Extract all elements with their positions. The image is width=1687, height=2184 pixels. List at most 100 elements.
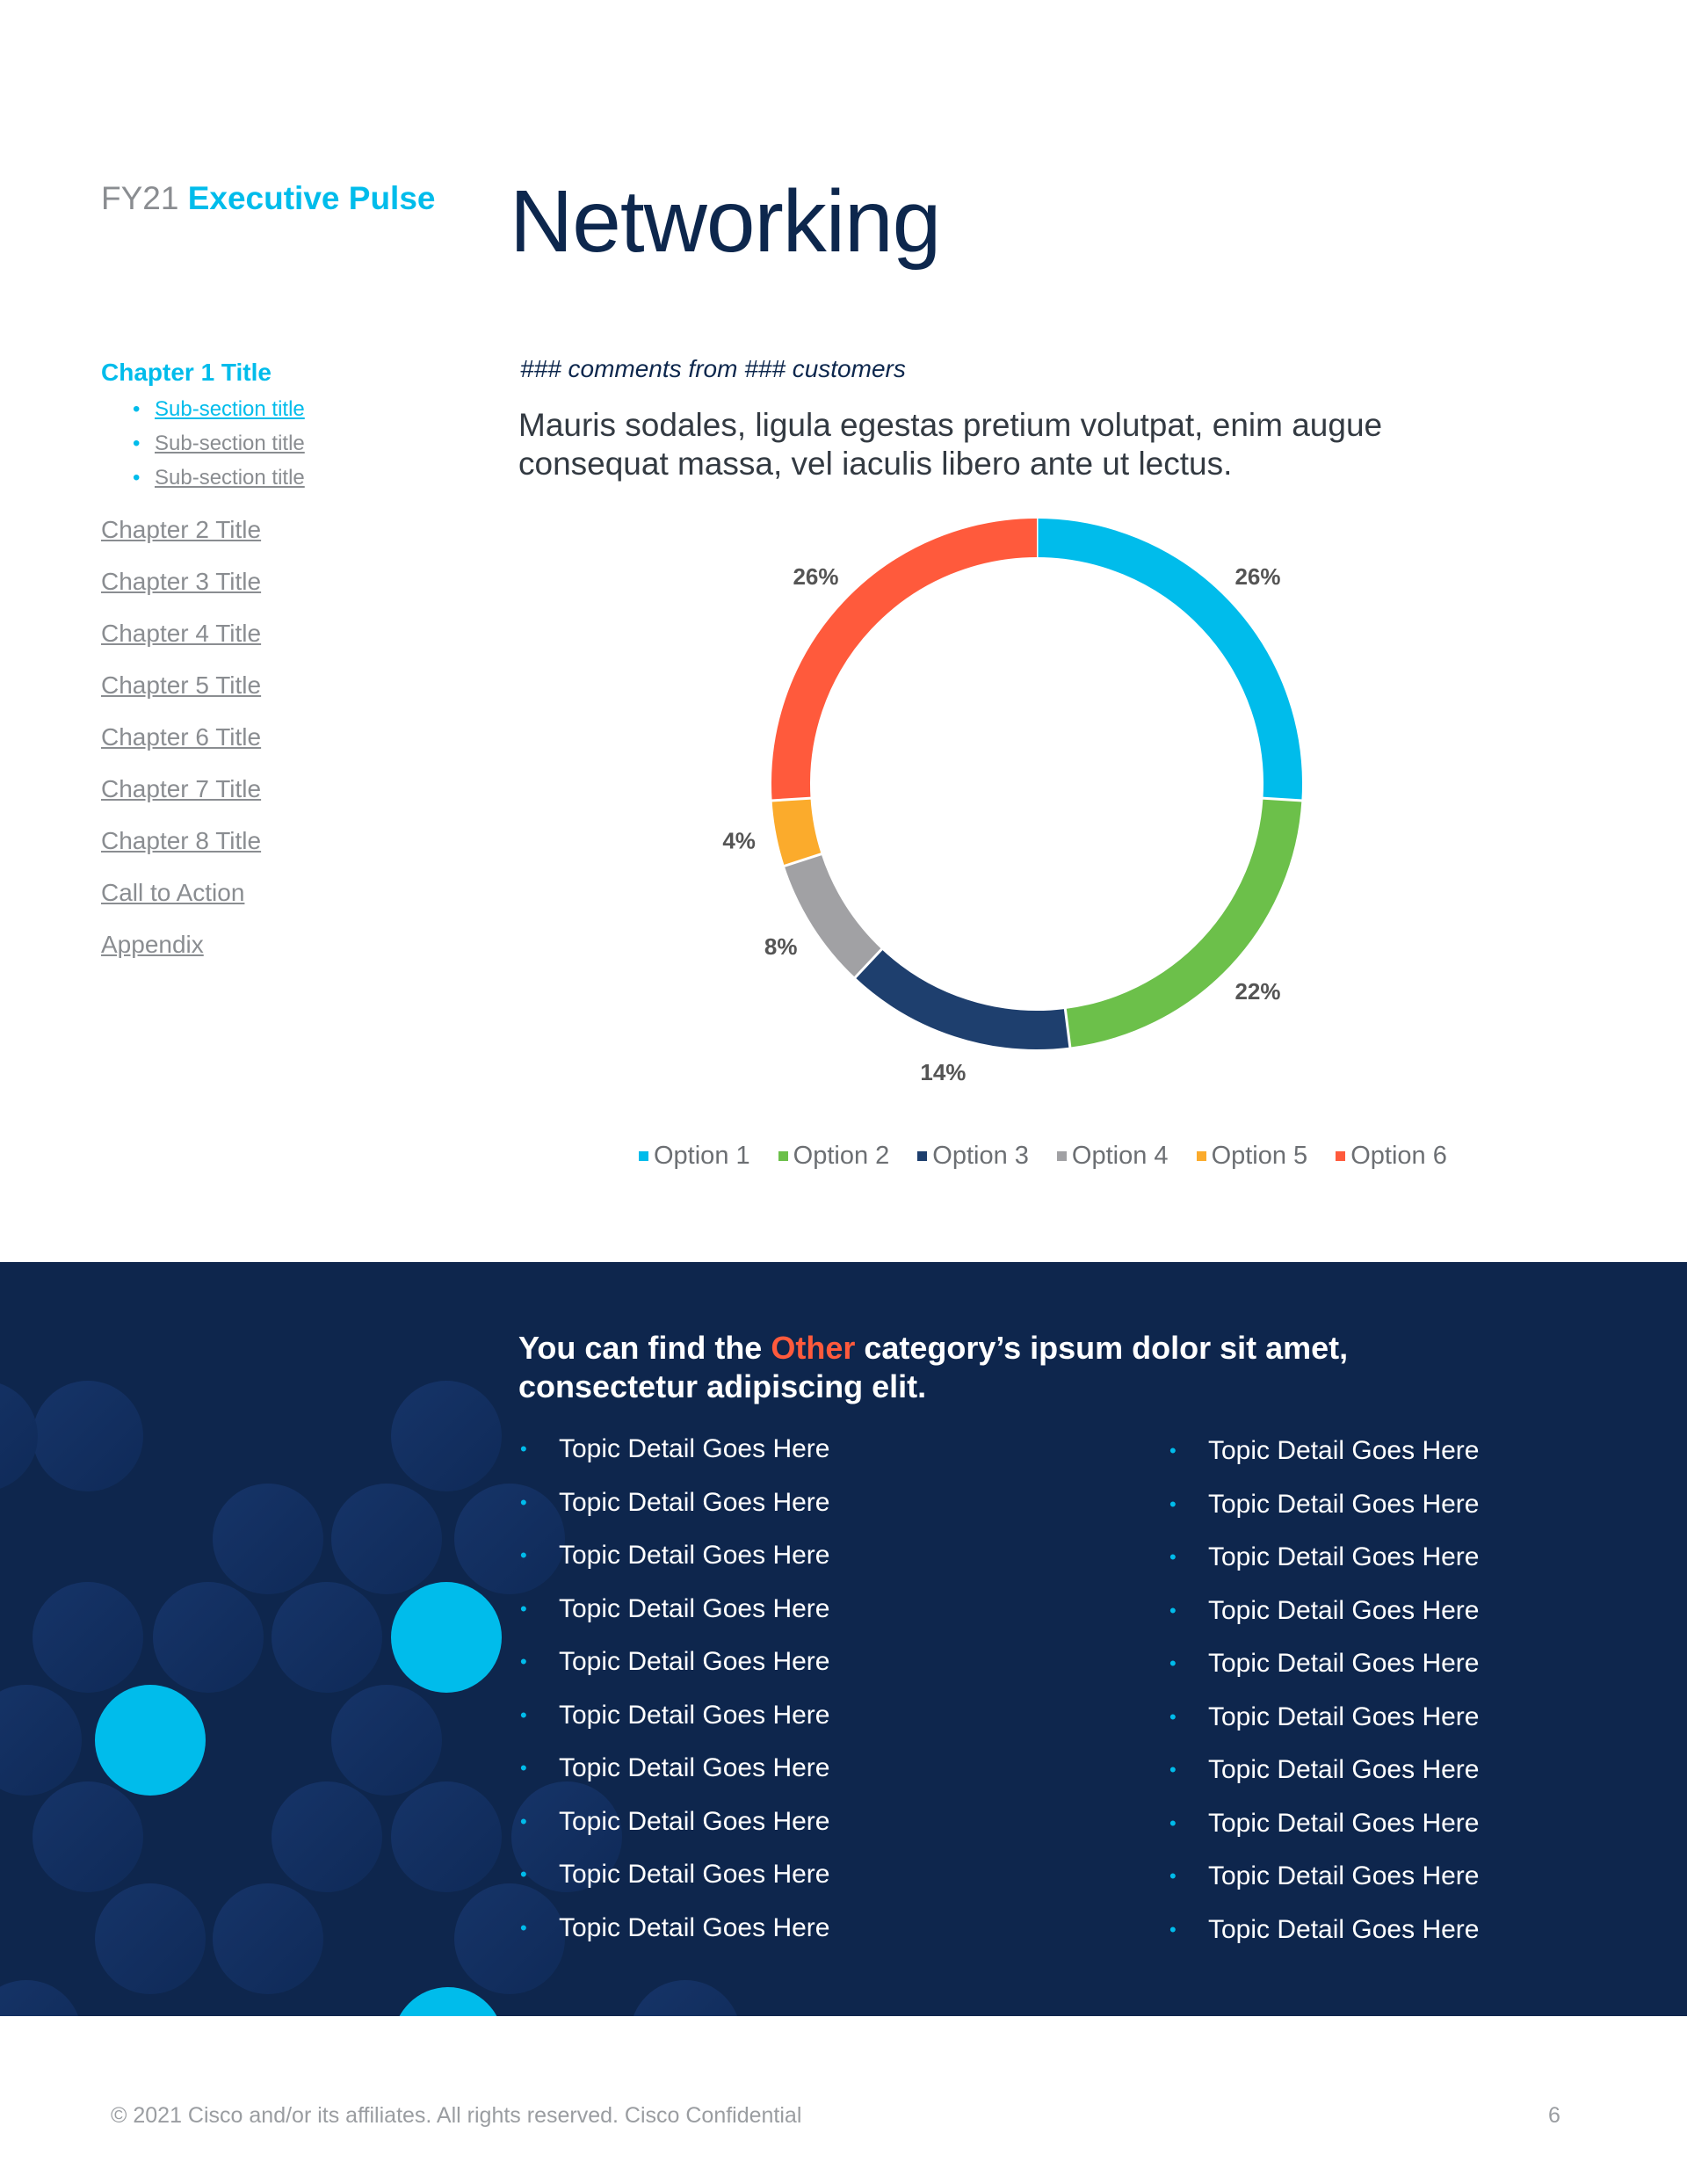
chart-legend: Option 1 Option 2 Option 3 Option 4 Option 5… <box>639 1142 1475 1171</box>
legend-swatch <box>639 1151 648 1161</box>
slice-label: 22% <box>1234 978 1280 1005</box>
legend-swatch <box>1056 1151 1067 1161</box>
topic-text: Topic Detail Goes Here <box>559 1487 830 1517</box>
topic-item: • Topic Detail Goes Here <box>1169 1637 1479 1691</box>
topic-item: • Topic Detail Goes Here <box>520 1689 829 1743</box>
bullet-icon: • <box>520 1703 527 1726</box>
toc-subsection-item: • Sub-section title <box>133 392 488 426</box>
toc-chapter-1[interactable]: Chapter 1 Title <box>101 359 272 386</box>
bullet-icon: • <box>1169 1546 1177 1568</box>
topic-text: Topic Detail Goes Here <box>1208 1542 1480 1571</box>
bullet-icon: • <box>1169 1811 1177 1834</box>
topic-text: Topic Detail Goes Here <box>559 1434 830 1463</box>
topic-item: • Topic Detail Goes Here <box>1169 1744 1479 1797</box>
legend-item: Option 6 <box>1336 1142 1447 1171</box>
legend-item: Option 3 <box>917 1142 1029 1171</box>
topic-list-right: • Topic Detail Goes Here • Topic Detail Goe… <box>1169 1425 1479 1956</box>
topic-item: • Topic Detail Goes Here <box>1169 1585 1479 1638</box>
toc-call-to-action[interactable]: Call to Action <box>101 879 245 906</box>
topic-text: Topic Detail Goes Here <box>559 1753 830 1782</box>
bullet-icon: • <box>520 1916 527 1939</box>
topic-text: Topic Detail Goes Here <box>1208 1701 1480 1731</box>
legend-swatch <box>1196 1151 1206 1161</box>
bullet-icon: • <box>1169 1918 1177 1941</box>
bullet-icon: • <box>520 1438 527 1460</box>
topic-text: Topic Detail Goes Here <box>559 1541 830 1570</box>
topic-item: • Topic Detail Goes Here <box>520 1636 829 1689</box>
slice-separator <box>853 947 884 979</box>
toc-chapter-8[interactable]: Chapter 8 Title <box>101 827 262 854</box>
topic-item: • Topic Detail Goes Here <box>520 1742 829 1796</box>
slice-label: 26% <box>793 563 838 590</box>
topic-item: • Topic Detail Goes Here <box>520 1583 829 1636</box>
bullet-icon: • <box>133 432 141 455</box>
bullet-icon: • <box>520 1597 527 1620</box>
bullet-icon: • <box>1169 1865 1177 1887</box>
slice-separator <box>783 852 823 868</box>
topic-text: Topic Detail Goes Here <box>1208 1861 1480 1890</box>
toc-chapter-7[interactable]: Chapter 7 Title <box>101 775 262 802</box>
toc-chapter-5[interactable]: Chapter 5 Title <box>101 671 262 699</box>
donut-slice <box>771 797 822 867</box>
topic-text: Topic Detail Goes Here <box>559 1912 830 1942</box>
donut-slice <box>855 948 1070 1049</box>
legend-swatch <box>778 1151 788 1161</box>
donut-chart: 26% 22% 14% 8% 4% 26% <box>722 519 1303 1085</box>
bullet-icon: • <box>520 1757 527 1779</box>
topic-item: • Topic Detail Goes Here <box>1169 1531 1479 1585</box>
slice-separator <box>1063 1007 1072 1048</box>
toc-subsection-item: • Sub-section title <box>133 461 488 495</box>
toc-subsection-link[interactable]: Sub-section title <box>155 397 305 421</box>
topic-text: Topic Detail Goes Here <box>559 1860 830 1889</box>
donut-slice <box>784 853 882 978</box>
decorative-circles <box>0 1381 738 2016</box>
bullet-icon: • <box>520 1810 527 1832</box>
brand-prefix: FY21 <box>101 180 179 216</box>
toc-appendix[interactable]: Appendix <box>101 931 204 958</box>
footer-copyright: © 2021 Cisco and/or its affiliates. All … <box>111 2103 802 2128</box>
topic-text: Topic Detail Goes Here <box>1208 1755 1480 1784</box>
legend-label: Option 1 <box>654 1142 750 1170</box>
legend-label: Option 3 <box>932 1142 1029 1170</box>
toc-subsection-link[interactable]: Sub-section title <box>155 466 305 490</box>
topic-text: Topic Detail Goes Here <box>1208 1436 1480 1465</box>
bullet-icon: • <box>133 466 141 490</box>
legend-item: Option 1 <box>639 1142 750 1171</box>
topic-item: • Topic Detail Goes Here <box>520 1848 829 1902</box>
donut-slice <box>1036 519 1302 801</box>
headline-text-start: You can find the <box>518 1330 771 1366</box>
topic-list-left: • Topic Detail Goes Here • Topic Detail Goe… <box>520 1423 829 1955</box>
topic-item: • Topic Detail Goes Here <box>1169 1691 1479 1745</box>
topic-item: • Topic Detail Goes Here <box>1169 1904 1479 1957</box>
topic-text: Topic Detail Goes Here <box>559 1700 830 1730</box>
toc-chapter-3[interactable]: Chapter 3 Title <box>101 568 262 595</box>
donut-slice <box>1065 798 1302 1048</box>
bullet-icon: • <box>1169 1759 1177 1781</box>
topic-text: Topic Detail Goes Here <box>1208 1489 1480 1519</box>
slice-separator <box>1262 796 1303 802</box>
topic-text: Topic Detail Goes Here <box>1208 1649 1480 1678</box>
bullet-icon: • <box>1169 1652 1177 1674</box>
toc-subsection-item: • Sub-section title <box>133 426 488 461</box>
topic-item: • Topic Detail Goes Here <box>520 1423 829 1477</box>
other-headline: You can find the Other category’s ipsum … <box>518 1329 1485 1406</box>
toc-chapter-6[interactable]: Chapter 6 Title <box>101 723 262 751</box>
bullet-icon: • <box>133 397 141 421</box>
topic-text: Topic Detail Goes Here <box>559 1647 830 1676</box>
legend-item: Option 4 <box>1056 1142 1169 1171</box>
toc-subsection-link[interactable]: Sub-section title <box>155 432 305 455</box>
table-of-contents: Chapter 1 Title • Sub-section title • Sub-… <box>101 353 488 970</box>
legend-swatch <box>917 1151 928 1161</box>
topic-text: Topic Detail Goes Here <box>1208 1595 1480 1625</box>
slice-label: 14% <box>920 1059 966 1085</box>
bullet-icon: • <box>1169 1599 1177 1622</box>
bullet-icon: • <box>1169 1492 1177 1515</box>
headline-text-end: category’s ipsum dolor sit amet, consect… <box>518 1330 1349 1404</box>
toc-chapter-2[interactable]: Chapter 2 Title <box>101 516 262 543</box>
toc-chapter-4[interactable]: Chapter 4 Title <box>101 620 262 647</box>
topic-item: • Topic Detail Goes Here <box>520 1477 829 1530</box>
bullet-icon: • <box>520 1863 527 1885</box>
slice-label: 8% <box>764 933 798 960</box>
headline-accent: Other <box>771 1330 856 1366</box>
topic-item: • Topic Detail Goes Here <box>1169 1850 1479 1904</box>
